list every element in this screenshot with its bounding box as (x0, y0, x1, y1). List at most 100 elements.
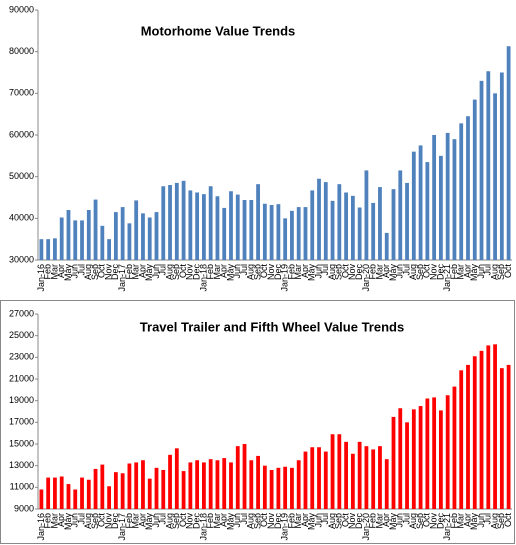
bar (134, 200, 139, 260)
x-tick-label: Aug (489, 513, 499, 529)
x-tick-label: Jul (239, 513, 249, 525)
bar (235, 446, 240, 509)
bar (215, 460, 220, 509)
x-tick-label: Jul (483, 513, 493, 525)
x-tick-label: Jun (313, 513, 323, 528)
bar (113, 472, 118, 509)
x-tick-label: Oct (97, 513, 107, 528)
x-tick-label: Apr (381, 513, 391, 527)
bar (479, 350, 484, 509)
x-tick-label: Jan-20 (361, 264, 371, 292)
bar (499, 368, 504, 509)
bar (222, 458, 227, 509)
x-tick-label: Jun (395, 513, 405, 528)
bar (141, 460, 145, 509)
x-tick-label: May (388, 264, 398, 282)
bar (242, 200, 247, 260)
bar (384, 232, 389, 260)
bar (486, 71, 491, 260)
x-tick-label: Sep (496, 513, 506, 529)
x-tick-label: Sep (252, 264, 262, 280)
bar (303, 207, 308, 260)
bar (80, 477, 84, 509)
bar (432, 397, 437, 509)
x-tick-label: Aug (164, 264, 174, 280)
bar (161, 186, 166, 260)
bar (493, 344, 497, 509)
x-tick-label: May (144, 264, 154, 282)
bar (147, 478, 152, 509)
x-tick-label: Aug (327, 264, 337, 280)
bar (452, 386, 457, 509)
x-tick-label: Apr (462, 513, 472, 527)
bar (337, 184, 342, 260)
x-tick-label: Dec (192, 264, 202, 281)
x-tick-label: Feb (43, 264, 53, 280)
x-tick-label: Jun (232, 513, 242, 528)
x-tick-label: May (388, 513, 398, 531)
bar (330, 434, 335, 509)
x-tick-label: Sep (90, 264, 100, 280)
x-tick-label: Sep (415, 264, 425, 280)
x-tick-label: Oct (97, 264, 107, 279)
bar (506, 364, 511, 509)
y-tick-label: 40000 (9, 213, 34, 223)
bar (432, 135, 437, 260)
bar (53, 238, 57, 260)
bar (249, 460, 254, 509)
x-tick-label: Oct (503, 513, 513, 528)
x-tick-label: Aug (83, 513, 93, 529)
x-tick-label: Mar (212, 513, 222, 529)
bar (93, 199, 98, 260)
bar (290, 210, 294, 260)
x-tick-label: Sep (334, 513, 344, 529)
x-tick-label: Mar (131, 513, 141, 529)
bar (276, 204, 281, 260)
x-tick-label: Jul (158, 513, 168, 525)
bar (418, 145, 423, 260)
x-tick-label: Jan-16 (36, 264, 46, 292)
x-tick-label: Apr (381, 264, 391, 278)
bar (113, 212, 118, 260)
bar (425, 162, 430, 260)
x-tick-label: Aug (408, 513, 418, 529)
x-tick-label: Nov (347, 513, 357, 530)
bar (493, 93, 497, 260)
bar (222, 207, 227, 260)
y-tick-label: 27000 (9, 308, 34, 318)
bar (168, 454, 172, 509)
bar (59, 217, 64, 260)
x-tick-label: Mar (131, 264, 141, 280)
x-tick-label: Nov (429, 513, 439, 530)
y-tick-label: 90000 (9, 4, 34, 14)
x-tick-label: May (144, 513, 154, 531)
bar (86, 479, 91, 509)
bar (202, 462, 206, 509)
x-tick-label: Mar (293, 264, 303, 280)
bar (411, 151, 416, 260)
x-tick-label: Oct (422, 513, 432, 528)
bar (256, 184, 260, 260)
x-tick-label: Nov (266, 513, 276, 530)
x-tick-label: Jun (232, 264, 242, 279)
x-tick-label: Mar (49, 264, 59, 280)
bar (229, 191, 233, 260)
y-tick-label: 70000 (9, 88, 34, 98)
bar (323, 451, 328, 509)
x-tick-label: Jun (151, 513, 161, 528)
bar (344, 441, 348, 509)
x-tick-label: Jan-18 (198, 513, 208, 541)
bar (357, 207, 362, 260)
bar (181, 471, 186, 509)
x-tick-label: May (469, 513, 479, 531)
x-tick-label: Jun (476, 264, 486, 279)
bar (384, 459, 389, 509)
x-tick-label: Jul (76, 513, 86, 525)
y-tick-label: 9000 (14, 503, 34, 513)
bar (154, 212, 159, 260)
x-tick-label: Sep (171, 264, 181, 280)
x-tick-label: Apr (137, 513, 147, 527)
bar (337, 434, 342, 509)
bar (411, 409, 416, 509)
bar (242, 444, 247, 509)
